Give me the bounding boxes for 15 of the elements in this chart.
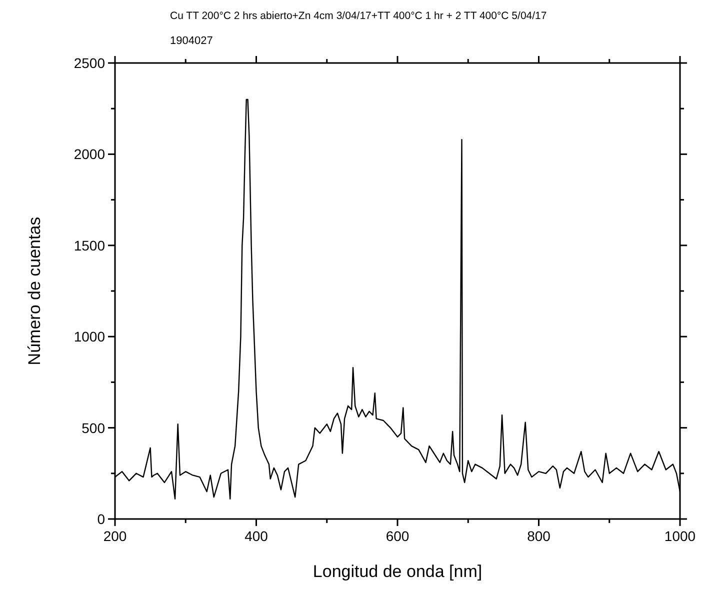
chart-title: Cu TT 200°C 2 hrs abierto+Zn 4cm 3/04/17+TT 400°C 1 hr + 2 TT 400°C 5/04/17 [170,10,547,22]
y-tick-label: 1500 [74,237,106,254]
y-tick-label: 0 [97,511,106,527]
x-tick-label: 200 [103,528,127,544]
x-tick-label: 600 [386,528,410,544]
x-tick-label: 400 [244,528,268,544]
y-tick-label: 500 [82,420,106,436]
y-axis-title: Número de cuentas [25,216,44,366]
chart-subtitle: 1904027 [170,35,213,47]
x-tick-label: 800 [527,528,551,544]
y-tick-label: 2500 [74,55,106,71]
y-tick-label: 2000 [74,146,106,162]
x-axis-title: Longitud de onda [nm] [312,562,482,581]
x-tick-label: 1000 [664,528,696,544]
y-tick-label: 1000 [74,328,106,345]
